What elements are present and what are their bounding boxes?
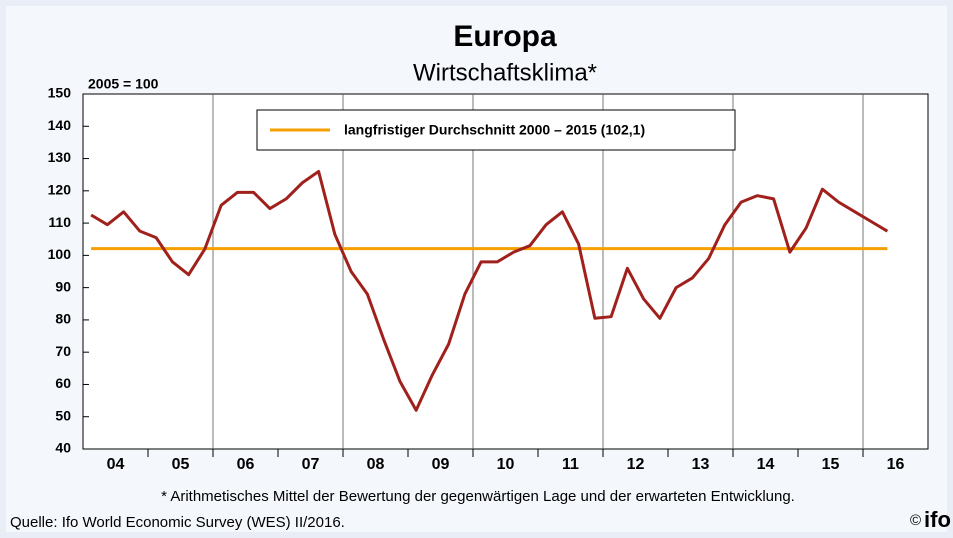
y-tick-label: 40 bbox=[55, 440, 71, 456]
legend-label: langfristiger Durchschnitt 2000 – 2015 (… bbox=[344, 122, 645, 138]
plot-area bbox=[82, 93, 929, 450]
x-tick-label: 14 bbox=[757, 456, 775, 473]
x-tick-label: 15 bbox=[822, 456, 840, 473]
x-tick-label: 07 bbox=[302, 456, 320, 473]
x-tick-label: 04 bbox=[107, 456, 125, 473]
legend-box bbox=[256, 109, 736, 151]
x-tick-label: 10 bbox=[497, 456, 515, 473]
data-line bbox=[90, 169, 889, 412]
chart-subtitle: Wirtschaftsklima* bbox=[413, 59, 597, 86]
x-tick-label: 06 bbox=[237, 456, 255, 473]
logo: ifo bbox=[924, 507, 951, 532]
x-tick-label: 11 bbox=[562, 456, 579, 473]
y-tick-label: 130 bbox=[48, 149, 72, 165]
unit-label: 2005 = 100 bbox=[88, 76, 159, 92]
y-tick-label: 110 bbox=[48, 214, 71, 230]
copyright: © bbox=[910, 512, 921, 529]
source: Quelle: Ifo World Economic Survey (WES) … bbox=[10, 514, 345, 531]
x-tick-label: 12 bbox=[627, 456, 645, 473]
y-tick-label: 80 bbox=[55, 311, 71, 327]
x-tick-label: 05 bbox=[172, 456, 190, 473]
x-tick-label: 08 bbox=[367, 456, 385, 473]
y-tick-label: 140 bbox=[48, 117, 72, 133]
chart-title: Europa bbox=[453, 20, 557, 53]
y-tick-label: 90 bbox=[55, 278, 71, 294]
y-tick-label: 150 bbox=[48, 85, 72, 101]
y-tick-label: 60 bbox=[55, 375, 71, 391]
y-tick-label: 100 bbox=[48, 246, 72, 262]
y-tick-label: 70 bbox=[55, 343, 71, 359]
x-tick-label: 13 bbox=[692, 456, 710, 473]
x-tick-label: 09 bbox=[432, 456, 450, 473]
y-tick-label: 120 bbox=[48, 182, 72, 198]
x-tick-label: 16 bbox=[887, 456, 905, 473]
footnote: * Arithmetisches Mittel der Bewertung de… bbox=[161, 488, 795, 505]
y-tick-label: 50 bbox=[55, 407, 71, 423]
